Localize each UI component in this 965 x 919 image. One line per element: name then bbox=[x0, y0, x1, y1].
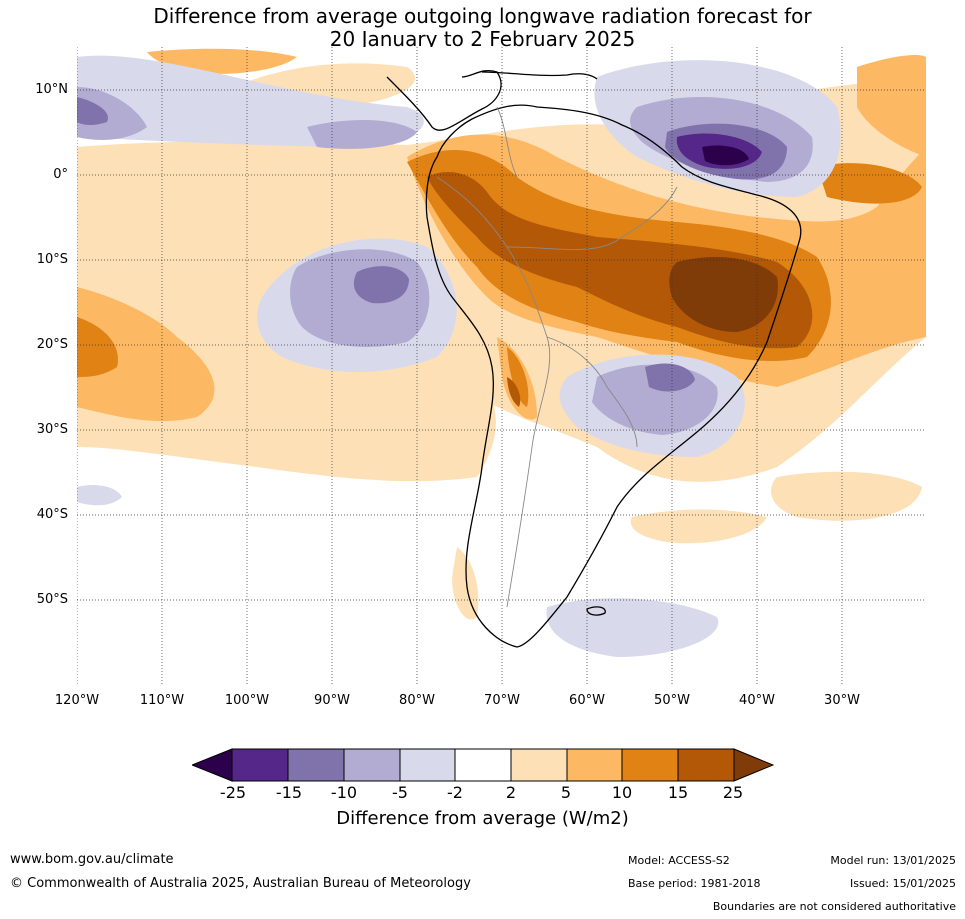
contour-neg-5-10-d bbox=[290, 249, 430, 347]
copyright-text: © Commonwealth of Australia 2025, Austra… bbox=[10, 876, 471, 891]
website-link[interactable]: www.bom.gov.au/climate bbox=[10, 852, 174, 867]
colorbar-swatch bbox=[287, 748, 345, 782]
lon-label-40w: 40°W bbox=[739, 693, 775, 708]
lat-label-0: 0° bbox=[53, 167, 68, 182]
contour-below-neg-25 bbox=[702, 145, 749, 166]
contour-2-5-d bbox=[771, 471, 922, 521]
lon-label-80w: 80°W bbox=[399, 693, 435, 708]
lon-label-90w: 90°W bbox=[314, 693, 350, 708]
colorbar-tick: 10 bbox=[611, 783, 633, 802]
colorbar-swatch bbox=[454, 748, 512, 782]
lon-label-120w: 120°W bbox=[54, 693, 100, 708]
lat-label-30s: 30°S bbox=[36, 422, 68, 437]
colorbar bbox=[192, 748, 774, 782]
colorbar-tick: 25 bbox=[722, 783, 744, 802]
lat-label-10n: 10°N bbox=[35, 82, 68, 97]
border-andes bbox=[436, 176, 551, 608]
lon-label-30w: 30°W bbox=[824, 693, 860, 708]
map-title-line-2: 20 January to 2 February 2025 bbox=[329, 27, 636, 51]
contour-15-25-b bbox=[507, 377, 521, 407]
colorbar-swatch bbox=[399, 748, 456, 782]
lat-label-20s: 20°S bbox=[36, 337, 68, 352]
map-title-line-1: Difference from average outgoing longwav… bbox=[153, 4, 812, 28]
colorbar-swatch bbox=[566, 748, 623, 782]
lat-label-50s: 50°S bbox=[36, 592, 68, 607]
colorbar-tick: 5 bbox=[560, 783, 572, 802]
colorbar-arrow-right bbox=[733, 748, 774, 782]
model-run-text: Model run: 13/01/2025 bbox=[830, 854, 956, 867]
anomaly-contours bbox=[77, 48, 926, 657]
border-amazon bbox=[506, 186, 678, 250]
contour-2-5-b bbox=[77, 287, 496, 482]
contour-neg-10-15 bbox=[77, 97, 108, 126]
contour-neg-2-5-f bbox=[77, 485, 122, 506]
coastline-south-america bbox=[425, 104, 802, 648]
colorbar-label: Difference from average (W/m2) bbox=[336, 808, 629, 829]
border-south bbox=[546, 336, 638, 448]
lon-label-110w: 110°W bbox=[139, 693, 185, 708]
base-period-text: Base period: 1981-2018 bbox=[628, 877, 761, 890]
lon-label-100w: 100°W bbox=[224, 693, 270, 708]
country-borders bbox=[436, 106, 678, 608]
border-north bbox=[496, 106, 518, 178]
coastline-caribbean bbox=[481, 71, 598, 80]
colorbar-swatch bbox=[510, 748, 568, 782]
lat-label-10s: 10°S bbox=[36, 252, 68, 267]
coastline-falklands bbox=[586, 606, 606, 616]
boundaries-disclaimer: Boundaries are not considered authoritat… bbox=[712, 900, 956, 913]
contour-neg-10-15-d bbox=[645, 363, 695, 392]
lat-label-40s: 40°S bbox=[36, 507, 68, 522]
colorbar-tick: 2 bbox=[505, 783, 517, 802]
contour-over-25 bbox=[669, 257, 778, 332]
contour-2-5-e bbox=[630, 509, 767, 544]
colorbar-tick: -5 bbox=[392, 783, 408, 802]
contour-10-15-c bbox=[817, 163, 922, 204]
colorbar-tick: -15 bbox=[275, 783, 303, 802]
colorbar-swatch bbox=[621, 748, 679, 782]
colorbar-arrow-left bbox=[192, 748, 233, 782]
colorbar-swatch bbox=[677, 748, 735, 782]
colorbar-tick: -10 bbox=[330, 783, 358, 802]
model-text: Model: ACCESS-S2 bbox=[628, 854, 730, 867]
contour-10-15-b bbox=[77, 317, 118, 377]
lon-label-70w: 70°W bbox=[484, 693, 520, 708]
contour-5-10-b bbox=[77, 287, 215, 422]
colorbar-tick: 15 bbox=[667, 783, 689, 802]
graticule bbox=[77, 47, 926, 686]
colorbar-swatch bbox=[231, 748, 289, 782]
coastline-central-america bbox=[386, 70, 502, 131]
colorbar-tick: -2 bbox=[447, 783, 463, 802]
issued-text: Issued: 15/01/2025 bbox=[849, 877, 956, 890]
coastlines bbox=[386, 70, 802, 648]
colorbar-swatch bbox=[343, 748, 401, 782]
lon-label-50w: 50°W bbox=[654, 693, 690, 708]
contour-2-5-f bbox=[452, 547, 479, 620]
olr-anomaly-map bbox=[77, 47, 926, 686]
contour-10-15-d bbox=[507, 347, 529, 407]
lon-label-60w: 60°W bbox=[569, 693, 605, 708]
colorbar-tick: -25 bbox=[219, 783, 247, 802]
contour-5-10-c bbox=[857, 55, 926, 157]
contour-neg-10-15-b bbox=[353, 266, 409, 304]
contour-neg-5-10-b bbox=[307, 120, 417, 149]
contour-neg-5-10 bbox=[77, 87, 147, 140]
